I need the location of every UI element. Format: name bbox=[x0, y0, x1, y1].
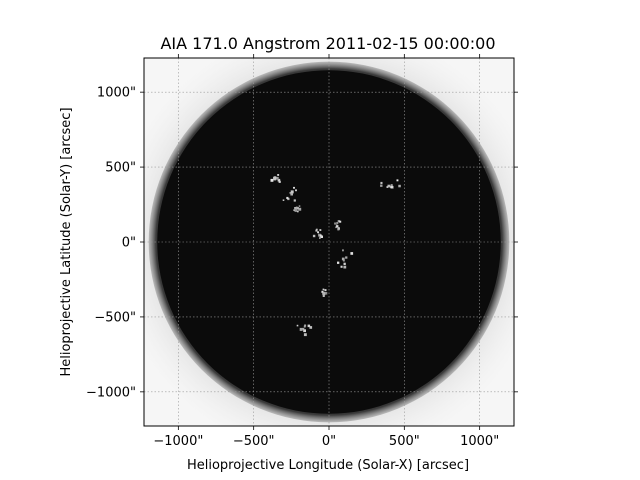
bright-feature-pixel bbox=[319, 234, 322, 237]
x-tick-label: 500" bbox=[389, 434, 420, 449]
bright-feature-pixel bbox=[290, 190, 294, 194]
bright-feature-pixel bbox=[321, 290, 324, 293]
bright-feature-pixel bbox=[337, 220, 340, 223]
bright-feature-pixel bbox=[296, 207, 299, 210]
bright-feature-pixel bbox=[340, 265, 343, 268]
y-tick-label: 0" bbox=[122, 236, 136, 251]
x-axis-label: Helioprojective Longitude (Solar-X) [arc… bbox=[187, 458, 469, 473]
bright-feature-pixel bbox=[342, 259, 345, 262]
chart-title: AIA 171.0 Angstrom 2011-02-15 00:00:00 bbox=[160, 34, 495, 53]
bright-feature-pixel bbox=[277, 174, 280, 176]
bright-feature-pixel bbox=[396, 179, 399, 182]
bright-features bbox=[270, 174, 401, 337]
bright-feature-pixel bbox=[289, 192, 292, 194]
x-tick-label: 0" bbox=[322, 434, 336, 449]
bright-feature-pixel bbox=[294, 207, 297, 210]
bright-feature-pixel bbox=[293, 199, 296, 202]
bright-feature-pixel bbox=[335, 224, 338, 227]
bright-feature-pixel bbox=[336, 222, 339, 224]
bright-feature-pixel bbox=[318, 233, 321, 237]
bright-feature-pixel bbox=[319, 237, 321, 239]
y-axis-label: Helioprojective Latitude (Solar-Y) [arcs… bbox=[59, 107, 74, 376]
bright-feature-pixel bbox=[295, 189, 297, 192]
bright-feature-pixel bbox=[293, 209, 295, 211]
bright-feature-pixel bbox=[317, 231, 319, 234]
bright-feature-pixel bbox=[341, 257, 345, 261]
bright-feature-pixel bbox=[343, 265, 347, 269]
bright-feature bbox=[296, 324, 313, 337]
bright-feature-pixel bbox=[303, 329, 306, 333]
bright-feature-pixel bbox=[315, 229, 318, 232]
bright-feature bbox=[380, 179, 401, 189]
bright-feature-pixel bbox=[298, 205, 301, 207]
bright-feature-pixel bbox=[290, 192, 293, 196]
bright-feature-pixel bbox=[273, 176, 276, 180]
bright-feature-pixel bbox=[293, 186, 295, 189]
bright-feature-pixel bbox=[303, 325, 306, 328]
x-tick-label: 1000" bbox=[460, 434, 499, 449]
x-tick-label: −1000" bbox=[153, 434, 203, 449]
bright-feature-pixel bbox=[380, 184, 383, 187]
bright-feature-pixel bbox=[297, 210, 299, 213]
bright-feature bbox=[321, 288, 328, 297]
bright-feature-pixel bbox=[339, 220, 342, 223]
bright-feature-pixel bbox=[296, 324, 299, 327]
bright-feature-pixel bbox=[335, 226, 337, 229]
bright-feature-pixel bbox=[337, 261, 340, 264]
bright-feature-pixel bbox=[294, 209, 298, 212]
coordinate-grid bbox=[144, 58, 514, 426]
bright-feature-pixel bbox=[387, 184, 391, 188]
bright-feature-pixel bbox=[303, 333, 307, 337]
x-axis: −1000" −500" 0" 500" 1000" bbox=[153, 54, 499, 449]
bright-feature-pixel bbox=[307, 324, 311, 328]
bright-feature-pixel bbox=[380, 181, 383, 184]
bright-feature-pixel bbox=[386, 186, 389, 188]
y-tick-label: 500" bbox=[105, 161, 136, 176]
bright-feature-pixel bbox=[302, 327, 305, 330]
bright-feature-pixel bbox=[342, 249, 344, 252]
bright-feature-pixel bbox=[286, 196, 289, 199]
bright-feature-pixel bbox=[298, 207, 302, 211]
bright-feature-pixel bbox=[270, 178, 274, 182]
bright-feature-pixel bbox=[312, 234, 316, 238]
bright-feature-pixel bbox=[334, 222, 337, 225]
bright-feature-pixel bbox=[337, 228, 340, 231]
y-tick-label: −1000" bbox=[86, 385, 136, 400]
y-tick-label: −500" bbox=[94, 310, 136, 325]
bright-feature-pixel bbox=[324, 292, 328, 295]
bright-feature-pixel bbox=[299, 327, 303, 331]
bright-feature-pixel bbox=[277, 178, 281, 182]
bright-feature-pixel bbox=[350, 252, 354, 255]
bright-feature bbox=[282, 186, 297, 202]
bright-feature-pixel bbox=[319, 229, 322, 231]
bright-feature-pixel bbox=[336, 225, 339, 228]
bright-feature bbox=[293, 205, 302, 213]
x-tick-label: −500" bbox=[233, 434, 275, 449]
bright-feature-pixel bbox=[322, 294, 325, 297]
bright-feature-pixel bbox=[398, 184, 401, 188]
bright-feature-pixel bbox=[324, 289, 327, 292]
bright-feature-pixel bbox=[390, 185, 393, 189]
bright-feature-pixel bbox=[282, 199, 285, 201]
bright-feature-pixel bbox=[345, 256, 348, 259]
bright-feature-pixel bbox=[390, 184, 393, 187]
bright-feature bbox=[270, 174, 281, 183]
bright-feature-pixel bbox=[322, 292, 326, 296]
bright-feature-pixel bbox=[304, 324, 307, 327]
solar-image bbox=[144, 58, 514, 426]
bright-feature bbox=[312, 228, 323, 239]
bright-feature-pixel bbox=[275, 176, 279, 180]
bright-feature-pixel bbox=[322, 288, 325, 291]
solar-disk bbox=[157, 70, 501, 414]
bright-feature-pixel bbox=[278, 180, 281, 183]
bright-feature bbox=[334, 220, 342, 231]
y-axis: −1000" −500" 0" 500" 1000" bbox=[86, 86, 518, 400]
y-tick-label: 1000" bbox=[97, 86, 136, 101]
bright-feature-pixel bbox=[343, 262, 346, 265]
bright-feature-pixel bbox=[309, 326, 313, 329]
bright-feature bbox=[337, 249, 354, 269]
